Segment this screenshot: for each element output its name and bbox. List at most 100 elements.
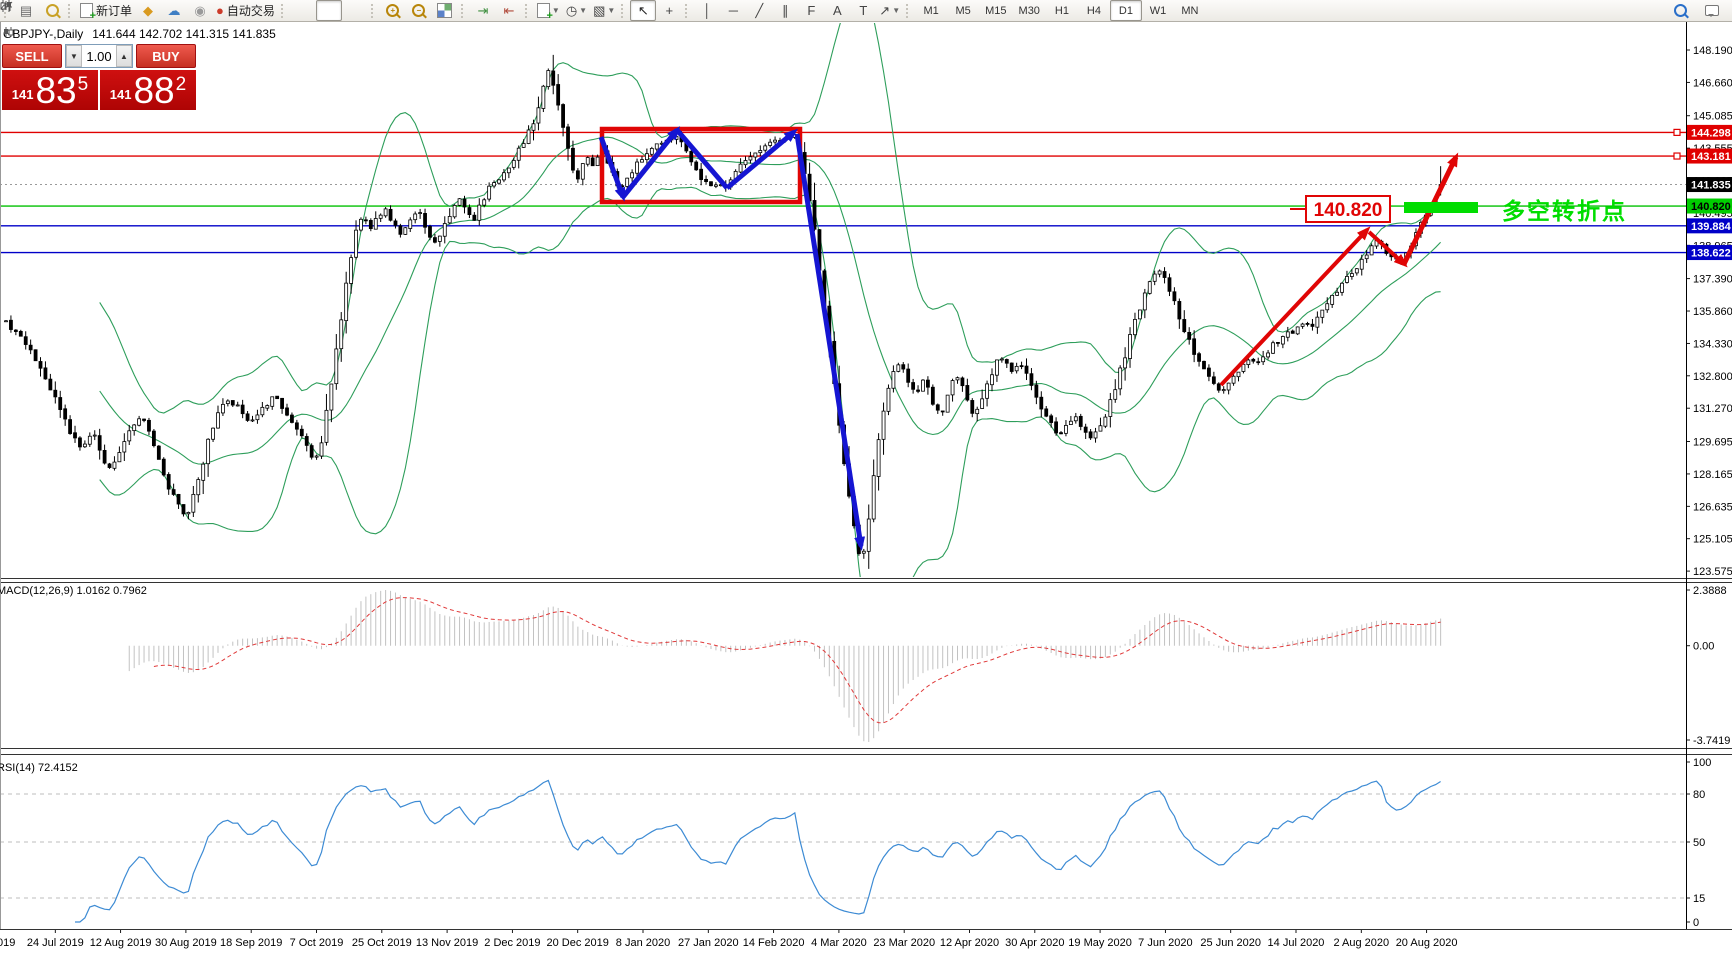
blue-trend-arrow[interactable] xyxy=(675,128,729,190)
new-order-button[interactable]: 新订单 xyxy=(77,0,135,22)
svg-text:30 Apr 2020: 30 Apr 2020 xyxy=(1005,937,1064,949)
volume-increase-button[interactable]: ▲ xyxy=(116,45,132,67)
svg-text:123.575: 123.575 xyxy=(1693,566,1732,578)
volume-value[interactable]: 1.00 xyxy=(86,48,112,64)
crosshair-button[interactable]: + xyxy=(656,0,682,21)
cursor-button[interactable]: ↖ xyxy=(630,0,657,21)
dropdown-arrow-icon[interactable]: ▼ xyxy=(892,6,901,15)
channel-button[interactable]: ∥ xyxy=(772,0,798,21)
svg-text:148.190: 148.190 xyxy=(1693,45,1732,57)
horizontal-level-lines[interactable] xyxy=(0,131,1686,254)
magnifier-icon: − xyxy=(412,4,426,17)
templates-button[interactable]: ▧ ▼ xyxy=(590,0,618,21)
main-toolbar: ▤新订单◆☁◉●自动交易+−⇥⇤▼◷▼▧▼↖+│─╱∥FAT↗▼M1M5M15M… xyxy=(0,0,1732,22)
svg-text:7 Oct 2019: 7 Oct 2019 xyxy=(290,937,344,949)
red-trend-arrow[interactable] xyxy=(1367,230,1408,268)
crosshair-glyph: + xyxy=(665,3,674,18)
blue-trend-arrow[interactable] xyxy=(725,128,798,190)
candlestick-chart-button[interactable] xyxy=(0,0,342,21)
timeframe-m5-button[interactable]: M5 xyxy=(955,4,971,17)
svg-text:8 Jan 2020: 8 Jan 2020 xyxy=(616,937,670,949)
periods-glyph: ◷ xyxy=(565,2,578,18)
periods-button[interactable]: ◷ ▼ xyxy=(563,0,590,21)
toolbar-grip xyxy=(4,3,9,18)
community-icon[interactable]: ☁ xyxy=(161,0,187,21)
timeframe-mn-button[interactable]: MN xyxy=(1181,4,1199,17)
bar-chart-button[interactable] xyxy=(1,0,316,21)
volume-stepper[interactable]: ▼ 1.00 ▲ xyxy=(65,44,133,68)
signals-icon-glyph: ◉ xyxy=(194,2,206,18)
magnifier-icon xyxy=(1673,4,1687,17)
sell-price-prefix: 141 xyxy=(11,87,34,102)
vertical-line-glyph: │ xyxy=(703,3,712,18)
sell-price-display[interactable]: 141 83 5 xyxy=(2,70,98,110)
indicators-button[interactable]: ▼ xyxy=(534,0,563,22)
timeframe-m30-button[interactable]: M30 xyxy=(1018,4,1040,17)
svg-text:145.085: 145.085 xyxy=(1693,111,1732,123)
svg-text:-3.7419: -3.7419 xyxy=(1693,735,1730,747)
price-axis: 148.190146.660145.085143.555142.025140.4… xyxy=(1673,45,1732,929)
text-label-glyph: T xyxy=(859,3,868,18)
tile-windows-button[interactable] xyxy=(432,0,458,21)
svg-text:27 Jan 2020: 27 Jan 2020 xyxy=(678,937,739,949)
dropdown-arrow-icon[interactable]: ▼ xyxy=(579,6,588,15)
timeframe-h1-button[interactable]: H1 xyxy=(1054,4,1069,17)
text-button[interactable]: A xyxy=(824,0,850,21)
svg-text:7 Jun 2020: 7 Jun 2020 xyxy=(1138,937,1192,949)
arrows-glyph: ↗ xyxy=(879,2,891,18)
sell-button[interactable]: SELL xyxy=(2,44,62,68)
blue-trend-arrow[interactable] xyxy=(621,126,681,199)
timeframe-m15-button[interactable]: M15 xyxy=(985,4,1007,17)
chat-bubble-icon xyxy=(1705,5,1719,17)
trendline-button[interactable]: ╱ xyxy=(746,0,772,21)
autotrading-button[interactable]: ● 自动交易 xyxy=(213,0,278,21)
dropdown-arrow-icon[interactable]: ▼ xyxy=(551,6,560,15)
svg-text:135.860: 135.860 xyxy=(1693,306,1732,318)
dropdown-arrow-icon[interactable]: ▼ xyxy=(607,6,616,15)
horizontal-line-button[interactable]: ─ xyxy=(720,0,746,21)
new-chart-button[interactable]: ▤ xyxy=(13,0,39,21)
timeframe-w1-button[interactable]: W1 xyxy=(1149,4,1167,17)
timeframe-d1-button[interactable]: D1 xyxy=(1109,0,1142,21)
volume-decrease-button[interactable]: ▼ xyxy=(66,45,82,67)
buy-price-big: 88 xyxy=(133,70,175,111)
red-trend-arrow[interactable] xyxy=(1219,226,1371,387)
chat-icon[interactable] xyxy=(1699,0,1725,21)
line-chart-button[interactable] xyxy=(0,0,368,21)
zoom-out-button[interactable]: − xyxy=(406,0,432,21)
green-highlight-bar[interactable] xyxy=(1404,202,1478,213)
magnifier-icon xyxy=(45,4,59,17)
svg-text:50: 50 xyxy=(1693,837,1705,849)
toolbar-grip xyxy=(280,3,286,18)
vertical-line-button[interactable]: │ xyxy=(694,0,720,21)
support-price-label: 140.820 xyxy=(1314,200,1383,221)
svg-text:125.105: 125.105 xyxy=(1693,534,1732,546)
auto-scroll-button[interactable]: ⇥ xyxy=(470,0,496,21)
metaquotes-icon[interactable]: ◆ xyxy=(135,0,161,21)
blue-trend-arrow[interactable] xyxy=(598,136,626,202)
signals-icon[interactable]: ◉ xyxy=(187,0,213,21)
buy-price-display[interactable]: 141 88 2 xyxy=(100,70,196,110)
document-plus-icon xyxy=(536,3,553,22)
buy-button[interactable]: BUY xyxy=(136,44,196,68)
text-label-button[interactable]: T xyxy=(850,0,876,21)
support-price-label-box[interactable] xyxy=(1305,195,1391,223)
price-level-badge: 144.298 xyxy=(1687,124,1732,140)
timeframe-h4-button[interactable]: H4 xyxy=(1086,4,1101,17)
chart-annotations[interactable]: 140.820 多空转折点 xyxy=(598,126,1627,551)
market-watch-button[interactable] xyxy=(39,0,65,21)
arrows-button[interactable]: ↗ ▼ xyxy=(876,0,903,21)
toolbar-grip xyxy=(906,3,911,18)
blue-trend-arrow[interactable] xyxy=(794,133,866,551)
macd-indicator xyxy=(128,590,1442,742)
svg-text:20 Dec 2019: 20 Dec 2019 xyxy=(547,937,609,949)
timeframe-m1-button[interactable]: M1 xyxy=(923,4,939,17)
zoom-in-button[interactable]: + xyxy=(380,0,406,21)
svg-text:18 Sep 2019: 18 Sep 2019 xyxy=(220,937,282,949)
search-icon[interactable] xyxy=(1667,0,1693,21)
chart-shift-button[interactable]: ⇤ xyxy=(496,0,522,21)
fibonacci-button[interactable]: F xyxy=(798,0,824,21)
candlesticks xyxy=(4,54,1443,569)
toolbar-grip xyxy=(370,3,376,18)
